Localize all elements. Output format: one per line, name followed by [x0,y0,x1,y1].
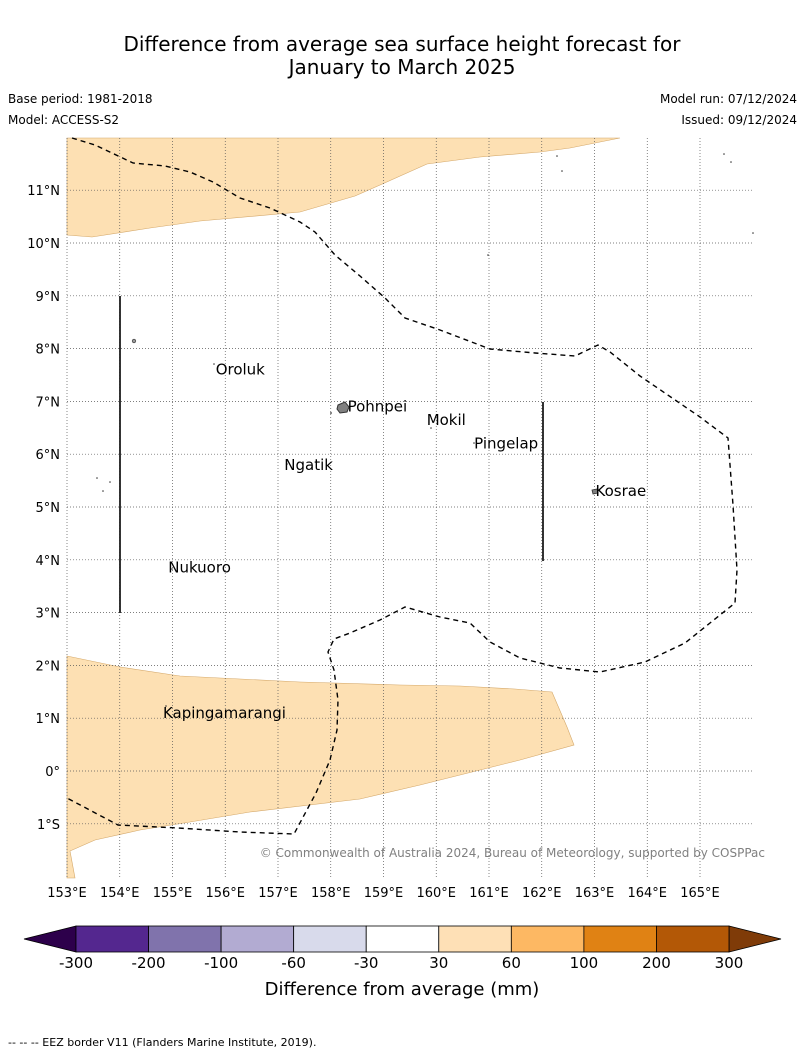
longitude-tick-label: 158°E [311,886,351,901]
island-dot [430,427,432,429]
latitude-tick-label: 2°N [36,659,61,674]
colorbar-tick-label: 300 [715,954,744,972]
anomaly-fills [66,137,621,879]
longitude-tick-label: 155°E [153,886,193,901]
longitude-tick-labels: 153°E 154°E 155°E 156°E 157°E 158°E 159°E 160°E… [47,886,720,901]
place-label: Nukuoro [168,559,231,577]
colorbar-under-arrow [23,925,77,953]
island-dot [330,412,332,414]
colorbar-swatch [148,925,222,953]
latitude-tick-label: 9°N [36,290,61,305]
colorbar-over-arrow [728,925,782,953]
latitude-tick-label: 11°N [27,184,60,199]
longitude-tick-label: 165°E [680,886,720,901]
colorbar-swatch [220,925,295,953]
place-label: Mokil [427,411,466,429]
island-dot [213,363,215,365]
colorbar-title: Difference from average (mm) [265,979,540,1000]
island-dot [109,481,111,483]
latitude-tick-label: 1°S [37,818,60,833]
longitude-tick-label: 157°E [258,886,298,901]
longitude-tick-label: 156°E [205,886,245,901]
colorbar-legend: -300 -200 -100 -60 -30 30 60 100 200 300 [23,925,782,972]
place-label: Kapingamarangi [163,704,286,722]
colorbar-tick-label: -100 [204,954,238,972]
island-dot [473,442,475,444]
place-label: Pingelap [474,435,538,453]
colorbar-tick-label: 200 [642,954,671,972]
longitude-tick-label: 159°E [364,886,404,901]
island-dot [752,232,754,234]
latitude-tick-label: 4°N [36,554,61,569]
latitude-tick-label: 7°N [36,395,61,410]
longitude-tick-label: 163°E [575,886,615,901]
longitude-tick-label: 153°E [47,886,87,901]
map-title-line1: Difference from average sea surface heig… [123,32,681,56]
boundary-lines [119,296,544,613]
colorbar-tick-label: -200 [132,954,166,972]
island-dot [730,161,732,163]
island-dot [487,254,489,256]
longitude-tick-label: 160°E [416,886,456,901]
colorbar-swatch [75,925,149,953]
latitude-tick-label: 8°N [36,343,61,358]
latitude-tick-labels: 1°S 0° 1°N 2°N 3°N 4°N 5°N 6°N 7°N 8°N 9°N 10°N 11°N [27,184,60,833]
latitude-tick-label: 5°N [36,501,61,516]
island-dot [96,477,98,479]
islands [96,153,754,707]
colorbar-swatch [656,925,730,953]
colorbar-tick-label: -30 [354,954,379,972]
model-run-label: Model run: 07/12/2024 [659,92,797,106]
issued-label: Issued: 09/12/2024 [681,113,797,127]
pohnpei-island-shape [336,401,350,414]
map-title-line2: January to March 2025 [288,55,516,79]
island-dot [171,568,173,570]
copyright-notice: © Commonwealth of Australia 2024, Bureau… [260,846,765,860]
colorbar-swatch [293,925,367,953]
anomaly-fill-north [66,137,621,238]
model-label: Model: ACCESS-S2 [8,113,120,127]
kosrae-island-shape [591,488,599,495]
colorbar-swatch [438,925,512,953]
colorbar-swatch [583,925,657,953]
latitude-tick-label: 0° [45,765,60,780]
latitude-tick-label: 10°N [27,237,60,252]
island-dot [723,153,725,155]
eez-border-footnote: -- -- -- EEZ border V11 (Flanders Marine… [8,1036,317,1049]
colorbar-tick-label: -300 [59,954,93,972]
place-label: Oroluk [216,361,265,379]
island-dot [561,170,563,172]
island-dot [165,705,167,707]
colorbar-swatch [510,925,585,953]
colorbar-tick-label: 30 [429,954,448,972]
island-dot [102,490,104,492]
latitude-tick-label: 3°N [36,607,61,622]
longitude-tick-label: 162°E [522,886,562,901]
island-dot [556,155,558,157]
anomaly-fill-south [66,655,575,879]
base-period-label: Base period: 1981-2018 [8,92,153,106]
place-label: Kosrae [596,482,647,500]
longitude-tick-label: 164°E [627,886,667,901]
latitude-tick-label: 6°N [36,448,61,463]
place-labels: Oroluk Pohnpei Mokil Pingelap Ngatik Kosrae Nu… [163,361,646,722]
colorbar-swatch [365,925,440,953]
place-label: Pohnpei [348,398,408,416]
latitude-tick-label: 1°N [36,712,61,727]
longitude-tick-label: 161°E [469,886,509,901]
place-label: Ngatik [284,456,333,474]
colorbar-tick-label: -60 [281,954,306,972]
colorbar-tick-label: 100 [570,954,599,972]
longitude-tick-label: 154°E [100,886,140,901]
island-dot [131,338,137,344]
colorbar-tick-label: 60 [502,954,521,972]
island-dot [286,463,288,465]
